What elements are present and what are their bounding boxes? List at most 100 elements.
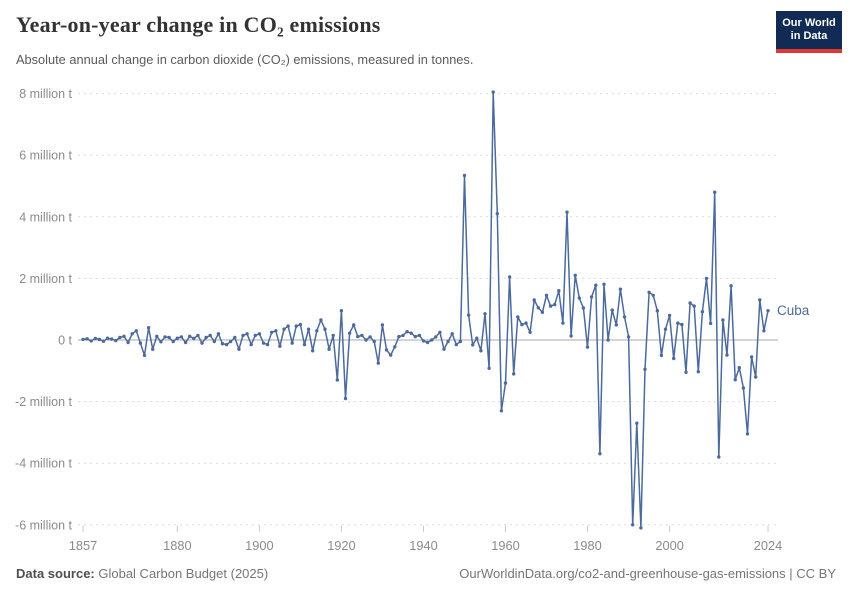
data-point[interactable]	[663, 327, 668, 331]
data-point[interactable]	[167, 335, 171, 340]
data-point[interactable]	[93, 336, 98, 341]
data-point[interactable]	[696, 370, 700, 374]
data-point[interactable]	[360, 333, 364, 338]
data-point[interactable]	[512, 372, 516, 376]
data-point[interactable]	[126, 340, 130, 345]
data-point[interactable]	[737, 366, 741, 370]
data-point[interactable]	[618, 287, 623, 291]
data-point[interactable]	[159, 340, 163, 344]
data-point[interactable]	[294, 324, 298, 328]
data-point[interactable]	[130, 332, 134, 336]
data-point[interactable]	[265, 342, 270, 347]
data-point[interactable]	[651, 293, 655, 297]
entity-label-cuba[interactable]: Cuba	[777, 303, 810, 318]
data-point[interactable]	[565, 210, 569, 214]
data-point[interactable]	[327, 347, 331, 351]
data-point[interactable]	[700, 310, 705, 314]
data-point[interactable]	[544, 293, 549, 297]
data-point[interactable]	[405, 330, 409, 334]
data-point[interactable]	[717, 455, 721, 459]
data-point[interactable]	[479, 349, 483, 353]
data-point[interactable]	[409, 331, 413, 335]
data-point[interactable]	[261, 341, 266, 345]
data-point[interactable]	[282, 327, 286, 331]
data-point[interactable]	[216, 332, 221, 336]
data-point[interactable]	[581, 306, 586, 310]
data-point[interactable]	[471, 343, 475, 347]
data-point[interactable]	[212, 339, 216, 344]
data-point[interactable]	[188, 334, 192, 338]
data-point[interactable]	[458, 339, 463, 344]
data-point[interactable]	[495, 212, 499, 216]
data-point[interactable]	[438, 330, 442, 334]
data-point[interactable]	[163, 335, 167, 339]
data-point[interactable]	[516, 315, 520, 319]
data-point[interactable]	[614, 323, 618, 327]
data-point[interactable]	[347, 331, 352, 335]
data-point[interactable]	[105, 336, 110, 340]
data-point[interactable]	[323, 327, 327, 331]
data-point[interactable]	[499, 409, 504, 413]
data-point[interactable]	[536, 306, 540, 310]
data-point[interactable]	[196, 333, 200, 338]
data-point[interactable]	[766, 309, 770, 313]
data-point[interactable]	[302, 342, 307, 347]
data-point[interactable]	[245, 332, 249, 336]
series-line[interactable]	[82, 91, 769, 529]
data-point[interactable]	[81, 337, 85, 342]
data-point[interactable]	[462, 173, 467, 178]
data-point[interactable]	[507, 275, 512, 279]
data-point[interactable]	[274, 329, 278, 333]
data-point[interactable]	[684, 370, 688, 374]
data-point[interactable]	[233, 335, 237, 340]
data-point[interactable]	[122, 334, 126, 338]
data-point[interactable]	[647, 290, 651, 294]
data-point[interactable]	[146, 326, 151, 330]
data-point[interactable]	[204, 335, 208, 340]
data-point[interactable]	[532, 298, 536, 302]
data-point[interactable]	[319, 318, 323, 322]
data-point[interactable]	[672, 356, 676, 361]
data-point[interactable]	[475, 336, 479, 340]
data-point[interactable]	[380, 323, 385, 327]
data-point[interactable]	[725, 353, 729, 357]
data-point[interactable]	[528, 330, 532, 334]
data-point[interactable]	[713, 190, 717, 194]
data-point[interactable]	[114, 338, 118, 343]
data-point[interactable]	[573, 273, 577, 277]
data-point[interactable]	[417, 333, 422, 338]
data-point[interactable]	[229, 339, 233, 344]
data-point[interactable]	[606, 338, 610, 342]
data-point[interactable]	[598, 452, 602, 456]
data-point[interactable]	[372, 339, 376, 344]
data-point[interactable]	[692, 304, 696, 308]
data-point[interactable]	[524, 321, 528, 325]
data-point[interactable]	[676, 321, 680, 325]
data-point[interactable]	[434, 335, 438, 339]
data-point[interactable]	[491, 90, 495, 94]
data-point[interactable]	[487, 366, 491, 370]
data-point[interactable]	[553, 302, 557, 307]
data-point[interactable]	[97, 337, 102, 342]
data-point[interactable]	[138, 341, 143, 345]
data-point[interactable]	[745, 432, 750, 436]
data-point[interactable]	[577, 296, 581, 300]
data-point[interactable]	[446, 339, 450, 344]
data-point[interactable]	[741, 386, 746, 390]
data-point[interactable]	[594, 283, 598, 287]
data-point[interactable]	[192, 336, 196, 341]
data-point[interactable]	[421, 339, 426, 343]
data-point[interactable]	[655, 309, 659, 313]
data-point[interactable]	[688, 301, 692, 305]
data-point[interactable]	[401, 333, 405, 338]
data-point[interactable]	[389, 353, 393, 357]
data-point[interactable]	[335, 378, 339, 382]
data-point[interactable]	[155, 334, 159, 338]
data-point[interactable]	[339, 309, 344, 313]
data-point[interactable]	[200, 341, 204, 345]
data-point[interactable]	[151, 347, 155, 351]
data-point[interactable]	[680, 322, 684, 327]
data-point[interactable]	[237, 347, 241, 351]
series-cuba[interactable]	[81, 90, 770, 530]
